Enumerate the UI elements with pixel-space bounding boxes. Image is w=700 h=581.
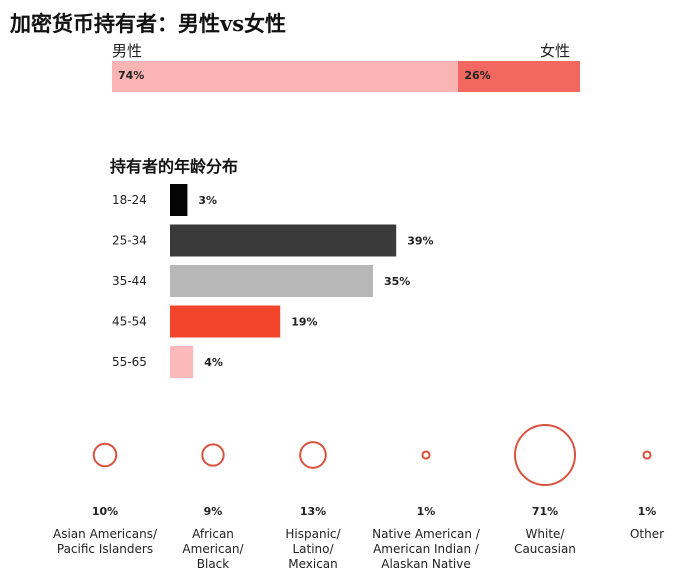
age-bar <box>170 346 194 378</box>
ethnicity-category-label: Native American / American Indian / Alaska… <box>372 527 480 571</box>
ethnicity-bubble <box>92 442 118 468</box>
age-bar <box>170 184 188 216</box>
ethnicity-value-label: 13% <box>299 505 327 518</box>
gender-label-male: 男性 <box>112 42 143 60</box>
ethnicity-value-label: 10% <box>91 505 119 518</box>
ethnicity-category-label: Asian Americans/Pacific Islanders <box>53 527 157 556</box>
gender-label-female: 女性 <box>540 42 571 60</box>
chart-title: 加密货币持有者：男性vs女性 <box>10 11 287 36</box>
ethnicity-bubble-chart <box>92 424 652 486</box>
age-category-label: 25-34 <box>112 234 147 248</box>
ethnicity-category-label: African American/Black <box>182 527 244 571</box>
age-bar <box>170 224 397 257</box>
age-category-label: 35-44 <box>112 274 147 288</box>
gender-value-female: 26% <box>464 69 491 82</box>
age-value-label: 3% <box>198 194 217 207</box>
age-category-label: 45-54 <box>112 315 147 329</box>
ethnicity-value-label: 1% <box>637 505 657 518</box>
age-value-label: 4% <box>204 356 223 369</box>
age-chart-title: 持有者的年龄分布 <box>110 157 239 176</box>
ethnicity-category-label: Hispanic/Latino/Mexican <box>285 527 341 571</box>
ethnicity-value-label: 71% <box>531 505 559 518</box>
gender-bar-male: 74% <box>112 61 459 92</box>
age-bar-chart: 18-24 3% 25-34 39% 35-44 35% 45-54 19% 55-65 4% <box>112 184 434 378</box>
gender-value-male: 74% <box>118 69 145 82</box>
age-value-label: 35% <box>384 275 410 288</box>
age-bar <box>170 305 281 338</box>
ethnicity-bubble <box>514 424 576 486</box>
age-category-label: 55-65 <box>112 355 147 369</box>
ethnicity-bubble <box>201 443 225 467</box>
age-category-label: 18-24 <box>112 193 147 207</box>
ethnicity-bubble <box>421 450 431 460</box>
age-value-label: 19% <box>291 316 317 329</box>
ethnicity-bubble <box>642 450 652 460</box>
gender-bar: 74% 26% <box>112 61 580 92</box>
ethnicity-category-label: Other <box>629 527 665 541</box>
age-value-label: 39% <box>407 235 433 248</box>
ethnicity-value-label: 9% <box>203 505 223 518</box>
ethnicity-bubble <box>299 441 327 469</box>
gender-bar-female: 26% <box>458 61 580 92</box>
age-bar <box>170 265 373 297</box>
ethnicity-category-label: White/Caucasian <box>514 527 576 556</box>
ethnicity-value-label: 1% <box>416 505 436 518</box>
